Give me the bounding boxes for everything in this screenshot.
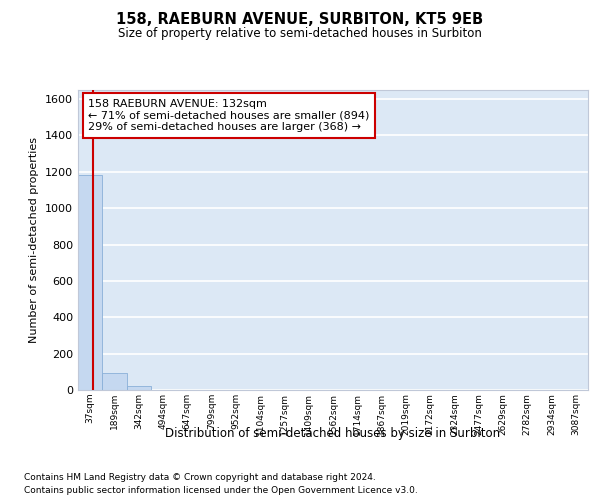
Bar [102,372,127,390]
Bar [127,386,151,390]
Text: Distribution of semi-detached houses by size in Surbiton: Distribution of semi-detached houses by … [166,428,500,440]
Text: Contains public sector information licensed under the Open Government Licence v3: Contains public sector information licen… [24,486,418,495]
Text: 158 RAEBURN AVENUE: 132sqm
← 71% of semi-detached houses are smaller (894)
29% o: 158 RAEBURN AVENUE: 132sqm ← 71% of semi… [88,99,370,132]
Text: Contains HM Land Registry data © Crown copyright and database right 2024.: Contains HM Land Registry data © Crown c… [24,472,376,482]
Bar [78,174,102,390]
Text: Size of property relative to semi-detached houses in Surbiton: Size of property relative to semi-detach… [118,28,482,40]
Text: 158, RAEBURN AVENUE, SURBITON, KT5 9EB: 158, RAEBURN AVENUE, SURBITON, KT5 9EB [116,12,484,28]
Y-axis label: Number of semi-detached properties: Number of semi-detached properties [29,137,40,343]
